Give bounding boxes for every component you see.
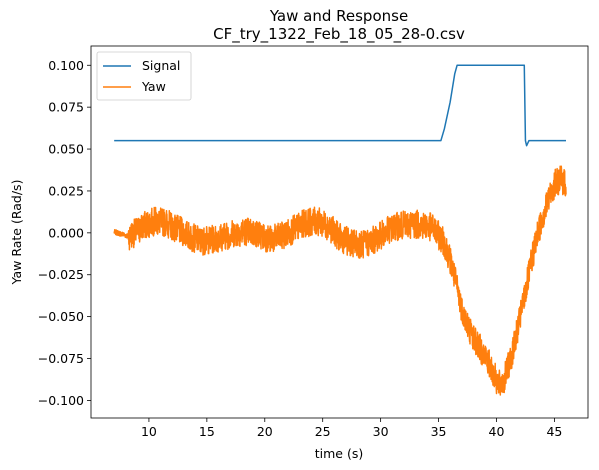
legend-label-yaw: Yaw [141,79,166,94]
y-tick-label: 0.100 [48,58,84,73]
plot-frame [90,45,589,419]
legend: Signal Yaw [96,51,192,101]
x-tick-label: 45 [546,424,562,439]
y-axis-label: Yaw Rate (Rad/s) [9,180,24,286]
legend-frame [96,51,192,101]
y-tick-label: 0.050 [48,142,84,157]
y-tick-label: 0.025 [48,183,84,198]
x-axis-ticks: 10 15 20 25 30 35 40 45 [141,418,562,439]
y-tick-label: −0.075 [38,351,84,366]
x-tick-label: 25 [315,424,331,439]
x-axis-label: time (s) [315,446,363,461]
x-tick-label: 40 [489,424,505,439]
y-tick-label: 0.000 [48,225,84,240]
chart-subtitle: CF_try_1322_Feb_18_05_28-0.csv [213,25,465,44]
y-tick-label: −0.100 [38,393,84,408]
y-tick-label: −0.025 [38,267,84,282]
series-line-yaw [113,165,567,396]
legend-label-signal: Signal [142,58,180,73]
y-axis-ticks: −0.100 −0.075 −0.050 −0.025 0.000 0.025 0.050 0… [38,58,91,408]
x-tick-label: 35 [431,424,447,439]
series-layer [113,64,567,396]
x-tick-label: 10 [141,424,157,439]
x-tick-label: 15 [199,424,215,439]
series-line-signal [114,64,566,147]
chart-title: Yaw and Response [269,7,408,25]
x-tick-label: 20 [257,424,273,439]
y-tick-label: 0.075 [48,100,84,115]
y-tick-label: −0.050 [38,309,84,324]
x-tick-label: 30 [373,424,389,439]
